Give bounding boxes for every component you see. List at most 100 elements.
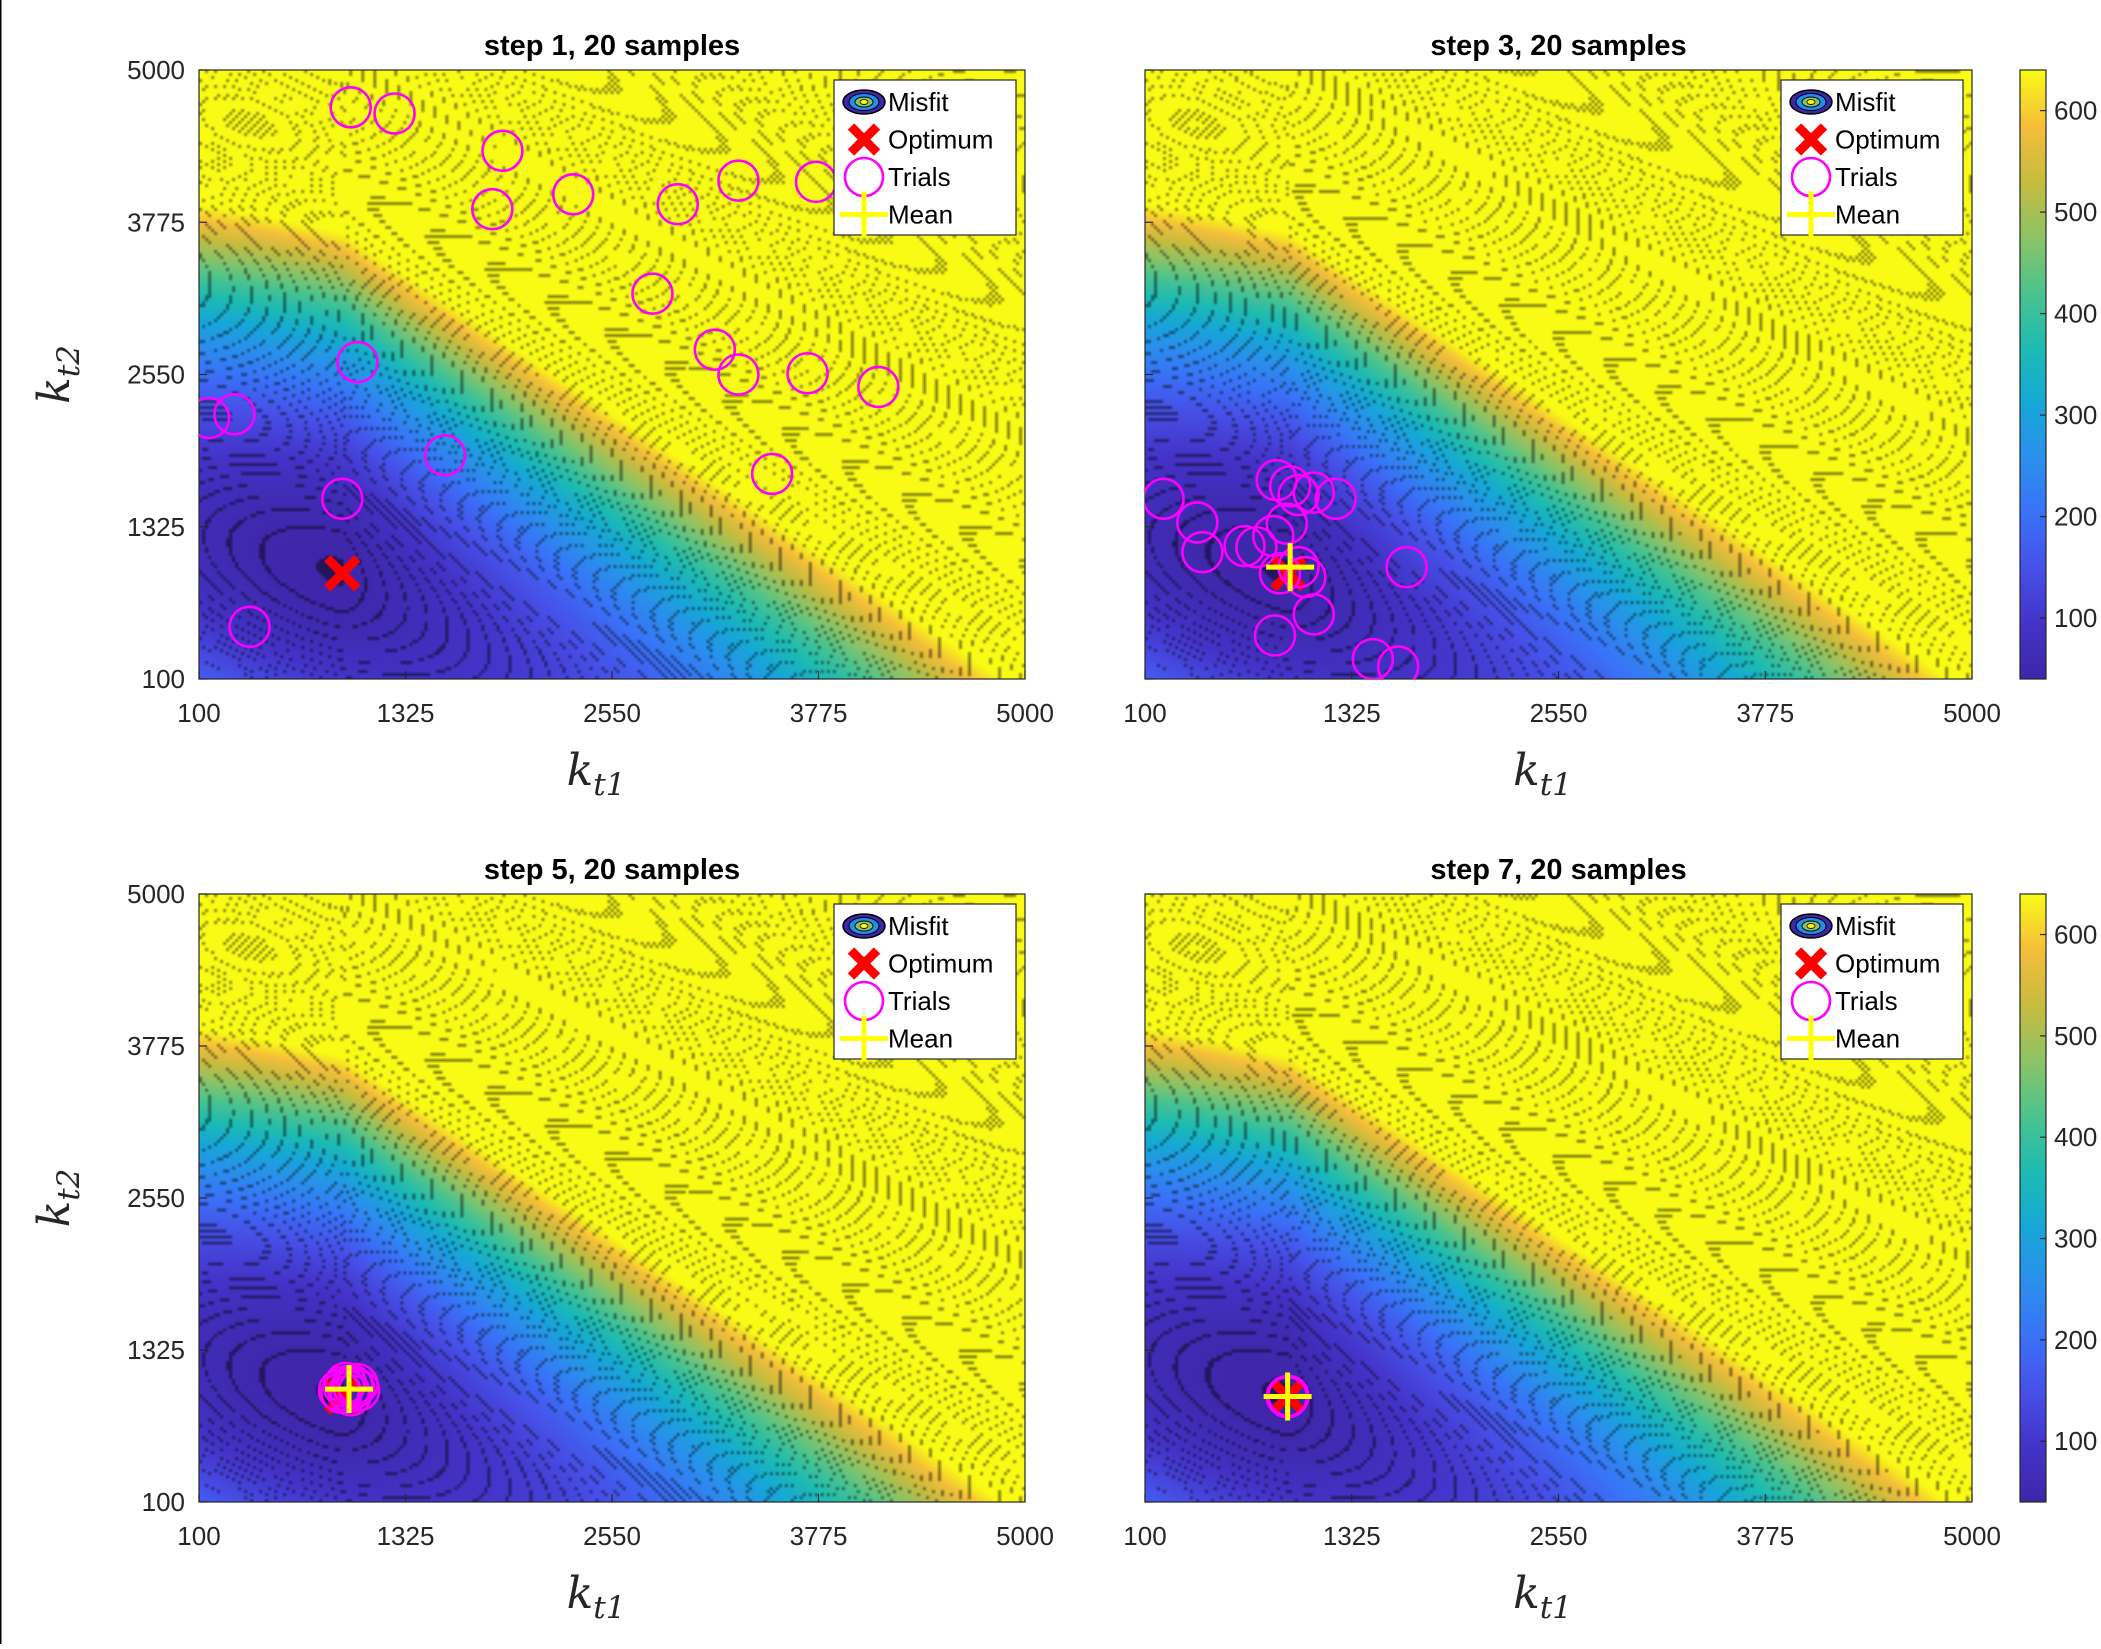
trial-marker-3 (1181, 530, 1224, 574)
y-axis-label-sub: t2 (51, 1169, 87, 1201)
trial-marker-9 (1268, 465, 1312, 508)
legend-label-trials: Trials (1835, 162, 1898, 192)
y-tick-label: 100 (142, 664, 185, 694)
trial-marker-8 (423, 433, 467, 477)
trial-marker-11 (551, 172, 595, 216)
legend-label-trials: Trials (1835, 986, 1898, 1016)
legend-label-misfit: Misfit (1835, 87, 1896, 117)
trial-marker-8 (1265, 502, 1309, 545)
y-tick-label: 5000 (127, 55, 185, 85)
legend-label-optimum: Optimum (1835, 949, 1940, 979)
trial-marker-17 (1253, 614, 1297, 657)
legend: Misfit Optimum Trials Mean (1780, 79, 1964, 238)
trial-marker-10 (331, 1364, 374, 1407)
chart-title: step 7, 20 samples (1430, 854, 1686, 886)
x-tick-label: 5000 (1943, 698, 2001, 728)
trial-marker-16 (717, 159, 760, 202)
x-axis-label-sub: t1 (1540, 1590, 1572, 1626)
legend: Misfit Optimum Trials Mean (833, 79, 1017, 238)
legend-label-misfit: Misfit (888, 911, 949, 941)
legend-misfit-swatch-core (1806, 99, 1816, 105)
x-tick-label: 100 (177, 1521, 220, 1551)
markers-layer (317, 1361, 381, 1417)
y-tick-label: 5000 (127, 879, 185, 909)
x-tick-label: 5000 (996, 1521, 1054, 1551)
y-tick-label: 3775 (127, 1031, 185, 1061)
x-tick-label: 2550 (583, 1521, 641, 1551)
markers-layer (1263, 1372, 1312, 1421)
legend: Misfit Optimum Trials Mean (1780, 903, 1964, 1062)
chart-panel-4: 100 1325 2550 3775 5000 step 7, 20 samples kt1… (1123, 854, 2001, 1626)
chart-title: step 1, 20 samples (484, 30, 740, 62)
trial-marker-7 (373, 92, 416, 135)
x-tick-label: 100 (177, 698, 220, 728)
trial-marker-4 (320, 477, 364, 521)
y-axis-label-main: k (29, 377, 80, 404)
legend-label-optimum: Optimum (888, 125, 993, 155)
x-tick-label: 1325 (1323, 698, 1381, 728)
colorbar-tick-label: 500 (2054, 197, 2097, 227)
x-axis-label-main: k (567, 745, 594, 796)
trial-marker-6 (1251, 514, 1295, 558)
legend-label-misfit: Misfit (888, 87, 949, 117)
legend-label-mean: Mean (1835, 200, 1900, 230)
x-axis-label-main: k (567, 1568, 594, 1619)
trial-marker-9 (320, 1371, 363, 1415)
legend-optimum-swatch-stroke-b (1794, 947, 1828, 980)
legend-label-trials: Trials (888, 162, 951, 192)
x-axis-label-sub: t1 (593, 767, 625, 803)
x-axis-label: kt1 (567, 745, 626, 803)
x-axis-label: kt1 (1513, 1568, 1572, 1626)
y-axis-label: kt2 (29, 1169, 87, 1228)
y-tick-label: 1325 (127, 1335, 185, 1365)
colorbar-1: 100 200 300 400 500 600 (2019, 69, 2097, 680)
trial-marker-2 (213, 392, 256, 436)
legend-optimum-swatch-stroke-b (1794, 123, 1828, 156)
trial-marker-19 (1351, 637, 1395, 679)
markers-layer (1145, 458, 1428, 679)
colorbar-tick-label: 100 (2054, 603, 2097, 633)
trial-marker-10 (481, 129, 524, 173)
trial-marker-20 (857, 365, 900, 409)
x-axis-label: kt1 (567, 1568, 626, 1626)
legend-label-mean: Mean (888, 200, 953, 230)
trial-marker-17 (750, 452, 794, 496)
x-tick-label: 2550 (583, 698, 641, 728)
x-tick-label: 5000 (1943, 1521, 2001, 1551)
colorbar-tick-label: 300 (2054, 1224, 2097, 1254)
x-axis-label-sub: t1 (593, 1590, 625, 1626)
trial-marker-13 (656, 182, 700, 226)
x-tick-label: 3775 (1736, 1521, 1794, 1551)
legend-label-optimum: Optimum (1835, 125, 1940, 155)
y-axis-label-sub: t2 (51, 345, 87, 377)
trial-marker-10 (1277, 473, 1320, 517)
y-tick-label: 100 (142, 1487, 185, 1517)
colorbar-tick-label: 100 (2054, 1426, 2097, 1456)
x-tick-label: 5000 (996, 698, 1054, 728)
optimum-marker-stroke-b (324, 555, 361, 592)
colorbar-2: 100 200 300 400 500 600 (2019, 893, 2097, 1503)
y-tick-label: 2550 (127, 360, 185, 390)
trial-marker-2 (1176, 501, 1219, 544)
trial-marker-13 (1258, 552, 1302, 595)
x-tick-label: 3775 (790, 698, 848, 728)
trial-marker-11 (1292, 471, 1336, 514)
legend-label-trials: Trials (888, 986, 951, 1016)
y-tick-label: 2550 (127, 1183, 185, 1213)
y-axis-label: kt2 (29, 345, 87, 404)
x-axis-label-sub: t1 (1540, 767, 1572, 803)
y-tick-label: 3775 (127, 207, 185, 237)
trial-marker-9 (471, 187, 514, 231)
x-tick-label: 1325 (377, 698, 435, 728)
markers-layer (199, 85, 900, 649)
legend-optimum-swatch-stroke-b (847, 123, 881, 156)
x-tick-label: 1325 (1323, 1521, 1381, 1551)
legend-label-mean: Mean (888, 1024, 953, 1054)
trial-marker-1 (199, 396, 231, 440)
colorbar-tick-label: 600 (2054, 96, 2097, 126)
legend-misfit-swatch-core (1806, 923, 1816, 929)
colorbar-tick-label: 600 (2054, 920, 2097, 950)
trial-marker-14 (693, 328, 737, 371)
x-tick-label: 2550 (1530, 698, 1588, 728)
